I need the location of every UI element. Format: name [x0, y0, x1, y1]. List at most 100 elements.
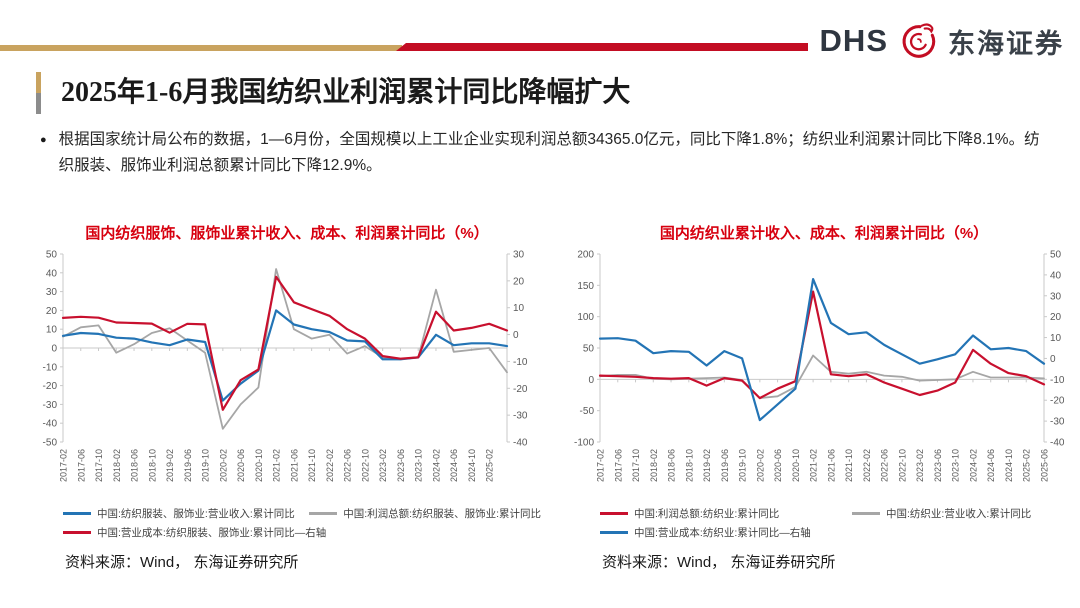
svg-text:-40: -40: [513, 438, 528, 449]
svg-text:-20: -20: [513, 384, 528, 395]
svg-text:2022-06: 2022-06: [880, 449, 890, 482]
svg-text:-20: -20: [43, 381, 58, 392]
svg-text:2017-06: 2017-06: [613, 449, 623, 482]
logo-dhs-text: DHS: [819, 23, 888, 58]
svg-text:0: 0: [1050, 354, 1056, 365]
svg-text:-40: -40: [43, 419, 58, 430]
svg-text:2021-10: 2021-10: [844, 449, 854, 482]
svg-text:-30: -30: [43, 400, 58, 411]
svg-text:2020-06: 2020-06: [773, 449, 783, 482]
svg-text:2024-02: 2024-02: [431, 449, 441, 482]
svg-text:-10: -10: [513, 357, 528, 368]
svg-text:-20: -20: [1050, 396, 1065, 407]
svg-text:-10: -10: [43, 362, 58, 373]
svg-text:2018-10: 2018-10: [147, 449, 157, 482]
svg-text:2023-02: 2023-02: [915, 449, 925, 482]
svg-text:2025-02: 2025-02: [485, 449, 495, 482]
page-title: 2025年1-6月我国纺织业利润累计同比降幅扩大: [61, 77, 631, 108]
legend-item: 中国:纺织服装、服饰业:营业收入:累计同比: [63, 506, 309, 521]
legend-row: 中国:营业成本:纺织服装、服饰业:累计同比—右轴: [33, 523, 541, 542]
title-accent-bar: [36, 72, 41, 114]
legend-row: 中国:营业成本:纺织业:累计同比—右轴: [570, 523, 1078, 542]
svg-text:2023-02: 2023-02: [378, 449, 388, 482]
legend-item: 中国:营业成本:纺织业:累计同比—右轴: [600, 525, 852, 540]
header-gold-bar: [0, 45, 402, 51]
left-chart: 国内纺织服饰、服饰业累计收入、成本、利润累计同比（%） 50 40 30 20 10 0 -…: [33, 222, 541, 572]
legend-label: 中国:纺织业:营业收入:累计同比: [886, 508, 1032, 520]
legend-item: 中国:利润总额:纺织业:累计同比: [600, 506, 852, 521]
svg-text:2017-02: 2017-02: [596, 449, 606, 482]
svg-text:2022-02: 2022-02: [325, 449, 335, 482]
logo-cn-text: 东海证券: [948, 28, 1064, 59]
svg-text:2020-10: 2020-10: [254, 449, 264, 482]
svg-text:30: 30: [46, 287, 58, 298]
svg-text:100: 100: [577, 312, 594, 323]
svg-text:-50: -50: [43, 438, 58, 449]
left-chart-legend: 中国:纺织服装、服饰业:营业收入:累计同比 中国:利润总额:纺织服装、服饰业:累计…: [33, 504, 541, 542]
svg-text:2017-10: 2017-10: [94, 449, 104, 482]
svg-text:2021-02: 2021-02: [272, 449, 282, 482]
svg-text:2021-10: 2021-10: [307, 449, 317, 482]
left-chart-title: 国内纺织服饰、服饰业累计收入、成本、利润累计同比（%）: [85, 225, 489, 242]
svg-text:20: 20: [513, 276, 525, 287]
svg-text:2023-10: 2023-10: [951, 449, 961, 482]
legend-row: 中国:纺织服装、服饰业:营业收入:累计同比 中国:利润总额:纺织服装、服饰业:累计…: [33, 504, 541, 523]
legend-line-swatch: [600, 512, 628, 515]
svg-text:2018-02: 2018-02: [649, 449, 659, 482]
left-source-note: 资料来源：Wind， 东海证券研究所: [65, 554, 299, 571]
company-logo: DHS 东海证券: [820, 20, 1064, 62]
svg-text:2018-06: 2018-06: [667, 449, 677, 482]
svg-text:-100: -100: [574, 438, 594, 449]
svg-text:2024-10: 2024-10: [1004, 449, 1014, 482]
legend-label: 中国:营业成本:纺织业:累计同比—右轴: [634, 527, 811, 539]
svg-text:10: 10: [1050, 333, 1062, 344]
svg-text:2020-02: 2020-02: [755, 449, 765, 482]
svg-text:2018-06: 2018-06: [130, 449, 140, 482]
svg-text:40: 40: [46, 268, 58, 279]
svg-text:-30: -30: [1050, 417, 1065, 428]
svg-text:-50: -50: [580, 406, 595, 417]
svg-text:2020-10: 2020-10: [791, 449, 801, 482]
svg-text:2018-10: 2018-10: [684, 449, 694, 482]
svg-text:-30: -30: [513, 411, 528, 422]
svg-text:2021-02: 2021-02: [809, 449, 819, 482]
svg-text:2019-10: 2019-10: [738, 449, 748, 482]
svg-text:2017-06: 2017-06: [76, 449, 86, 482]
svg-text:2022-10: 2022-10: [360, 449, 370, 482]
svg-text:2024-06: 2024-06: [449, 449, 459, 482]
svg-text:10: 10: [513, 303, 525, 314]
legend-line-swatch: [63, 512, 91, 515]
legend-row: 中国:利润总额:纺织业:累计同比 中国:纺织业:营业收入:累计同比: [570, 504, 1078, 523]
legend-line-swatch: [600, 531, 628, 534]
svg-text:-10: -10: [1050, 375, 1065, 386]
svg-text:-40: -40: [1050, 438, 1065, 449]
header-red-bar: [396, 43, 808, 51]
svg-text:2023-06: 2023-06: [933, 449, 943, 482]
svg-text:2017-02: 2017-02: [59, 449, 69, 482]
left-chart-plot: 50 40 30 20 10 0 -10 -20 -30 -40 -50 30 20 10 0 -10 -20 -…: [33, 246, 541, 504]
legend-line-swatch: [852, 512, 880, 515]
dragon-emblem-icon: [902, 23, 936, 58]
legend-item: 中国:利润总额:纺织服装、服饰业:累计同比: [309, 506, 541, 521]
svg-text:2024-02: 2024-02: [968, 449, 978, 482]
svg-text:2022-10: 2022-10: [897, 449, 907, 482]
svg-text:30: 30: [513, 250, 525, 261]
svg-text:2018-02: 2018-02: [112, 449, 122, 482]
legend-item: 中国:纺织业:营业收入:累计同比: [852, 506, 1031, 521]
legend-label: 中国:利润总额:纺织业:累计同比: [634, 508, 780, 520]
svg-text:10: 10: [46, 325, 58, 336]
svg-text:0: 0: [513, 330, 519, 341]
title-block: 2025年1-6月我国纺织业利润累计同比降幅扩大: [36, 72, 630, 114]
legend-line-swatch: [63, 531, 91, 534]
svg-text:50: 50: [1050, 250, 1062, 261]
svg-text:20: 20: [1050, 312, 1062, 323]
legend-label: 中国:纺织服装、服饰业:营业收入:累计同比: [97, 508, 295, 520]
svg-text:150: 150: [577, 281, 594, 292]
svg-text:50: 50: [46, 250, 58, 261]
right-chart: 国内纺织业累计收入、成本、利润累计同比（%） 200 150 100 50 0 -50 -1…: [570, 222, 1078, 572]
svg-text:2023-10: 2023-10: [414, 449, 424, 482]
svg-text:50: 50: [583, 344, 595, 355]
bullet-dot: ●: [40, 134, 47, 146]
svg-text:30: 30: [1050, 291, 1062, 302]
svg-text:2019-02: 2019-02: [165, 449, 175, 482]
